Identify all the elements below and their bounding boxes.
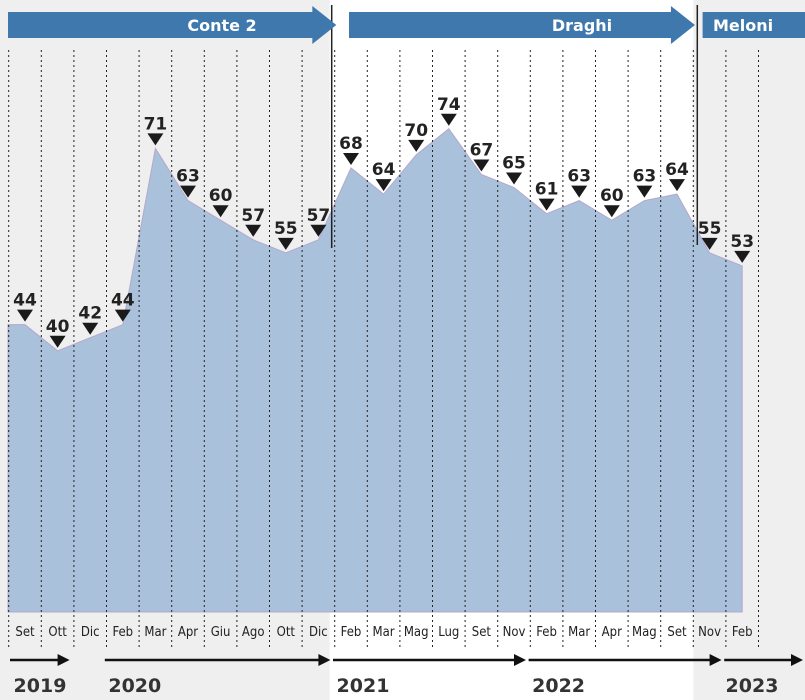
x-tick-label: Set (15, 625, 35, 640)
x-tick-label: Apr (602, 625, 622, 640)
year-label: 2023 (726, 675, 779, 697)
year-label: 2022 (532, 675, 585, 697)
data-label: 40 (46, 317, 70, 337)
series-area (7, 128, 743, 613)
data-point-marker (343, 152, 359, 165)
government-arrow (702, 12, 805, 38)
data-label: 53 (730, 232, 754, 252)
x-tick-label: Feb (536, 625, 557, 640)
data-point-marker (473, 159, 490, 172)
data-label: 44 (13, 291, 37, 311)
data-label: 55 (698, 219, 722, 239)
data-point-marker (82, 322, 99, 335)
year-arrow-head (57, 654, 70, 666)
year-arrow-head (318, 654, 331, 666)
x-tick-label: Feb (732, 625, 753, 640)
x-tick-label: Feb (341, 625, 362, 640)
data-label: 70 (404, 121, 428, 141)
data-point-marker (17, 309, 33, 322)
data-point-marker (701, 237, 718, 250)
x-tick-label: Ott (48, 625, 67, 640)
data-point-marker (375, 179, 392, 192)
data-label: 63 (633, 167, 657, 187)
data-point-marker (538, 198, 555, 211)
data-point-marker (277, 237, 294, 250)
x-tick-label: Mar (144, 625, 166, 640)
data-point-marker (310, 224, 327, 237)
government-arrow (8, 6, 337, 44)
data-point-marker (506, 172, 522, 185)
year-arrow-head (709, 654, 722, 666)
data-point-marker (636, 185, 653, 198)
x-tick-label: Set (472, 625, 492, 640)
x-tick-label: Mar (373, 625, 395, 640)
data-point-marker (603, 205, 620, 218)
x-tick-label: Lug (438, 625, 459, 640)
data-label: 63 (567, 167, 591, 187)
data-point-marker (408, 139, 425, 152)
data-label: 42 (78, 304, 102, 324)
data-label: 64 (665, 160, 689, 180)
data-point-marker (245, 224, 262, 237)
x-tick-label: Dic (309, 625, 328, 640)
data-label: 55 (274, 219, 298, 239)
x-tick-label: Apr (178, 625, 198, 640)
government-label: Conte 2 (187, 16, 256, 35)
x-tick-label: Ago (242, 625, 265, 640)
data-label: 61 (535, 180, 559, 200)
data-point-marker (669, 179, 685, 192)
year-label: 2019 (14, 675, 67, 697)
x-tick-label: Nov (698, 625, 721, 640)
data-label: 71 (144, 114, 168, 134)
x-tick-label: Mar (568, 625, 590, 640)
data-label: 68 (339, 134, 363, 154)
year-arrow-head (514, 654, 526, 666)
data-label: 63 (176, 167, 200, 187)
x-tick-label: Nov (503, 625, 526, 640)
data-label: 65 (502, 154, 526, 174)
data-label: 44 (111, 291, 135, 311)
data-point-marker (734, 250, 751, 263)
x-tick-label: Set (667, 625, 687, 640)
data-label: 74 (437, 95, 461, 115)
data-label: 60 (209, 186, 233, 206)
data-label: 64 (372, 160, 396, 180)
government-arrow (349, 6, 695, 44)
data-point-marker (147, 133, 164, 146)
data-label: 57 (307, 206, 331, 226)
year-label: 2020 (108, 675, 161, 697)
data-point-marker (212, 205, 229, 218)
data-point-marker (180, 185, 196, 198)
x-tick-label: Mag (404, 625, 429, 640)
data-point-marker (49, 335, 66, 348)
x-tick-label: Dic (81, 625, 100, 640)
data-label: 60 (600, 186, 624, 206)
data-point-marker (571, 185, 588, 198)
x-tick-label: Giu (211, 625, 231, 640)
x-tick-label: Mag (632, 625, 657, 640)
year-arrow-head (791, 654, 803, 666)
data-point-marker (440, 113, 457, 126)
x-tick-label: Feb (112, 625, 133, 640)
government-label: Draghi (552, 16, 612, 35)
data-label: 67 (470, 140, 494, 160)
data-point-marker (114, 309, 131, 322)
government-label: Meloni (713, 16, 773, 35)
data-label: 57 (241, 206, 265, 226)
year-label: 2021 (337, 675, 390, 697)
x-tick-label: Ott (277, 625, 296, 640)
